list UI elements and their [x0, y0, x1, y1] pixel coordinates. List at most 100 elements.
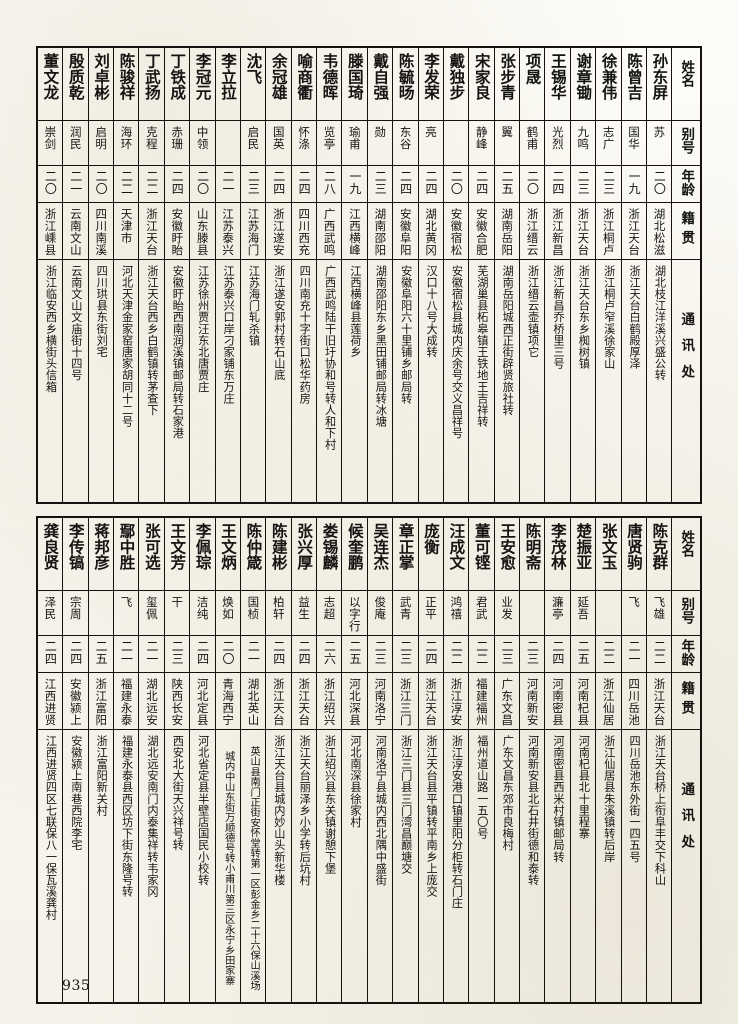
name-text: 丁武扬: [142, 53, 162, 100]
age-text: 二三: [246, 170, 261, 195]
register-table: 董文龙 殷质乾 刘卓彬 陈骏祥 丁武扬 丁铁成 李冠元 李立拉 沈飞 余冠雄 喻商衢 韦德晖 滕国琦 戴自…: [36, 46, 702, 504]
cell-name: 李发荣: [417, 46, 444, 121]
cell-origin: 浙江天台: [645, 672, 673, 730]
cell-age: 二三: [239, 165, 267, 203]
cell-name: 李佩琮: [189, 516, 216, 591]
cell-origin: 河南杞县: [569, 672, 597, 730]
alias-text: 九鸣: [576, 126, 591, 150]
cell-alias: 览亭: [316, 120, 343, 166]
cell-origin: 浙江天台: [569, 202, 597, 260]
alias-text: 崇剑: [43, 126, 58, 150]
cell-origin: 浙江绍兴: [316, 672, 343, 730]
name-text: 李冠元: [193, 53, 213, 100]
age-text: 二〇: [652, 170, 667, 195]
cell-origin: 浙江天台: [265, 672, 292, 730]
cell-address: 浙江仙居县朱溪镇转后岸: [595, 729, 622, 1004]
cell-name: 戴自强: [366, 46, 394, 121]
cell-address: 四川南充十字街口松华药房: [290, 259, 318, 504]
alias-text: 东谷: [398, 126, 413, 150]
name-text: 陈毓旸: [396, 53, 416, 100]
origin-text: 云南文山: [68, 208, 83, 256]
name-text: 鄢中胜: [117, 523, 137, 570]
origin-text: 浙江绍兴: [322, 678, 337, 726]
column-header-age: 年龄: [671, 165, 702, 203]
cell-name: 项晟: [519, 46, 546, 121]
origin-text: 河北深县: [347, 678, 362, 726]
alias-text: 国桢: [246, 596, 261, 620]
cell-alias: 国华: [620, 120, 647, 166]
age-text: 二四: [550, 170, 565, 195]
name-text: 陈曾吉: [625, 53, 644, 100]
cell-origin: 浙江天台: [290, 672, 318, 730]
cell-age: 二四: [290, 635, 318, 673]
name-text: 楚振亚: [574, 523, 594, 570]
alias-text: 君武: [474, 596, 489, 620]
address-text: 浙江天台县城内妙山头新华楼: [272, 735, 286, 886]
origin-text: 湖北远安: [144, 678, 159, 726]
column-header-name: 姓名: [671, 46, 702, 121]
cell-alias: 玺佩: [138, 590, 165, 636]
cell-age: 二四: [265, 165, 292, 203]
alias-text: 启民: [246, 126, 261, 150]
cell-name: 韦德晖: [316, 46, 343, 121]
origin-text: 浙江天台: [652, 678, 667, 726]
alias-text: 亮: [424, 126, 438, 138]
address-text: 浙江天台西乡白鹤镇转茅查下: [145, 265, 159, 416]
cell-name: 董可铿: [468, 516, 495, 591]
cell-name: 汪成文: [442, 516, 470, 591]
alias-text: 泽民: [43, 596, 58, 620]
cell-name: 陈仲箴: [239, 516, 267, 591]
cell-alias: 俊庵: [366, 590, 394, 636]
cell-address: 河南新安县北石井街德和泰转: [519, 729, 546, 1004]
name-text: 王文炳: [219, 523, 238, 570]
age-text: 二八: [322, 170, 337, 195]
origin-text: 浙江天台: [424, 678, 439, 726]
cell-age: 二四: [392, 165, 419, 203]
age-text: 二四: [195, 640, 210, 665]
address-text: 汉口十八号大成转: [425, 265, 439, 358]
address-text: 江苏海门轧杀镇: [247, 265, 261, 347]
cell-age: 二八: [316, 165, 343, 203]
column-header-age: 年龄: [671, 635, 702, 673]
address-text: 浙江绍兴县东关镇谢憩下堡: [323, 735, 337, 875]
name-text: 庞衡: [422, 523, 441, 555]
age-text: 二一: [246, 640, 261, 665]
alias-text: 勋: [373, 126, 388, 138]
cell-age: 二一: [214, 165, 241, 203]
table-row-origin: 浙江嵊县 云南文山 四川南溪 天津市 浙江天台 安徽盱眙 山东滕县 江苏泰兴 江苏海门 浙江遂安四…: [36, 202, 702, 260]
origin-text: 浙江遂安: [271, 208, 286, 256]
cell-age: 二二: [595, 635, 622, 673]
age-text: 二三: [500, 640, 515, 665]
cell-address: 芜湖巢县柘皋镇王铁地王吉祥转: [468, 259, 495, 504]
cell-age: 二二: [138, 165, 165, 203]
cell-name: 刘卓彬: [87, 46, 115, 121]
cell-name: 宋家良: [468, 46, 495, 121]
name-text: 孙东屏: [650, 53, 670, 100]
cell-address: 江苏徐州贾汪东北唐贾庄: [189, 259, 216, 504]
age-text: 二〇: [221, 640, 236, 665]
age-text: 二三: [170, 640, 185, 665]
cell-origin: 安徽合肥: [468, 202, 495, 260]
cell-age: 二三: [519, 635, 546, 673]
alias-text: 鸿禧: [449, 596, 464, 620]
name-text: 唐贤驹: [625, 523, 644, 570]
cell-address: 安徽盱眙西南润溪镇邮局转石家港: [163, 259, 191, 504]
cell-age: 二一: [138, 635, 165, 673]
age-text: 二〇: [525, 170, 540, 195]
table-body: 董文龙 殷质乾 刘卓彬 陈骏祥 丁武扬 丁铁成 李冠元 李立拉 沈飞 余冠雄 喻商衢 韦德晖 滕国琦 戴自…: [36, 46, 702, 504]
table-row-alias: 泽民 宗周飞玺佩干洁纯 焕如 国桢 柏轩 益生 志超 以字行 俊庵 武青 正平 鸿禧 君武 业发 濂亭 延吾飞…: [36, 590, 702, 636]
name-text: 丁铁成: [168, 53, 188, 100]
age-text: 二三: [373, 170, 388, 195]
age-text: 二五: [576, 640, 591, 665]
cell-name: 张文玉: [595, 516, 622, 591]
name-text: 张可选: [142, 523, 162, 570]
cell-origin: 浙江嵊县: [36, 202, 64, 260]
name-text: 娄锡麟: [320, 523, 340, 570]
cell-name: 谢章锄: [569, 46, 597, 121]
alias-text: 濂亭: [550, 596, 565, 620]
address-text: 浙江天台东乡椥树镇: [577, 265, 591, 370]
name-text: 李立拉: [219, 53, 238, 100]
address-text: 云南文山文庙街十四号: [69, 265, 83, 381]
cell-name: 王文炳: [214, 516, 241, 591]
age-text: 二一: [221, 170, 236, 195]
